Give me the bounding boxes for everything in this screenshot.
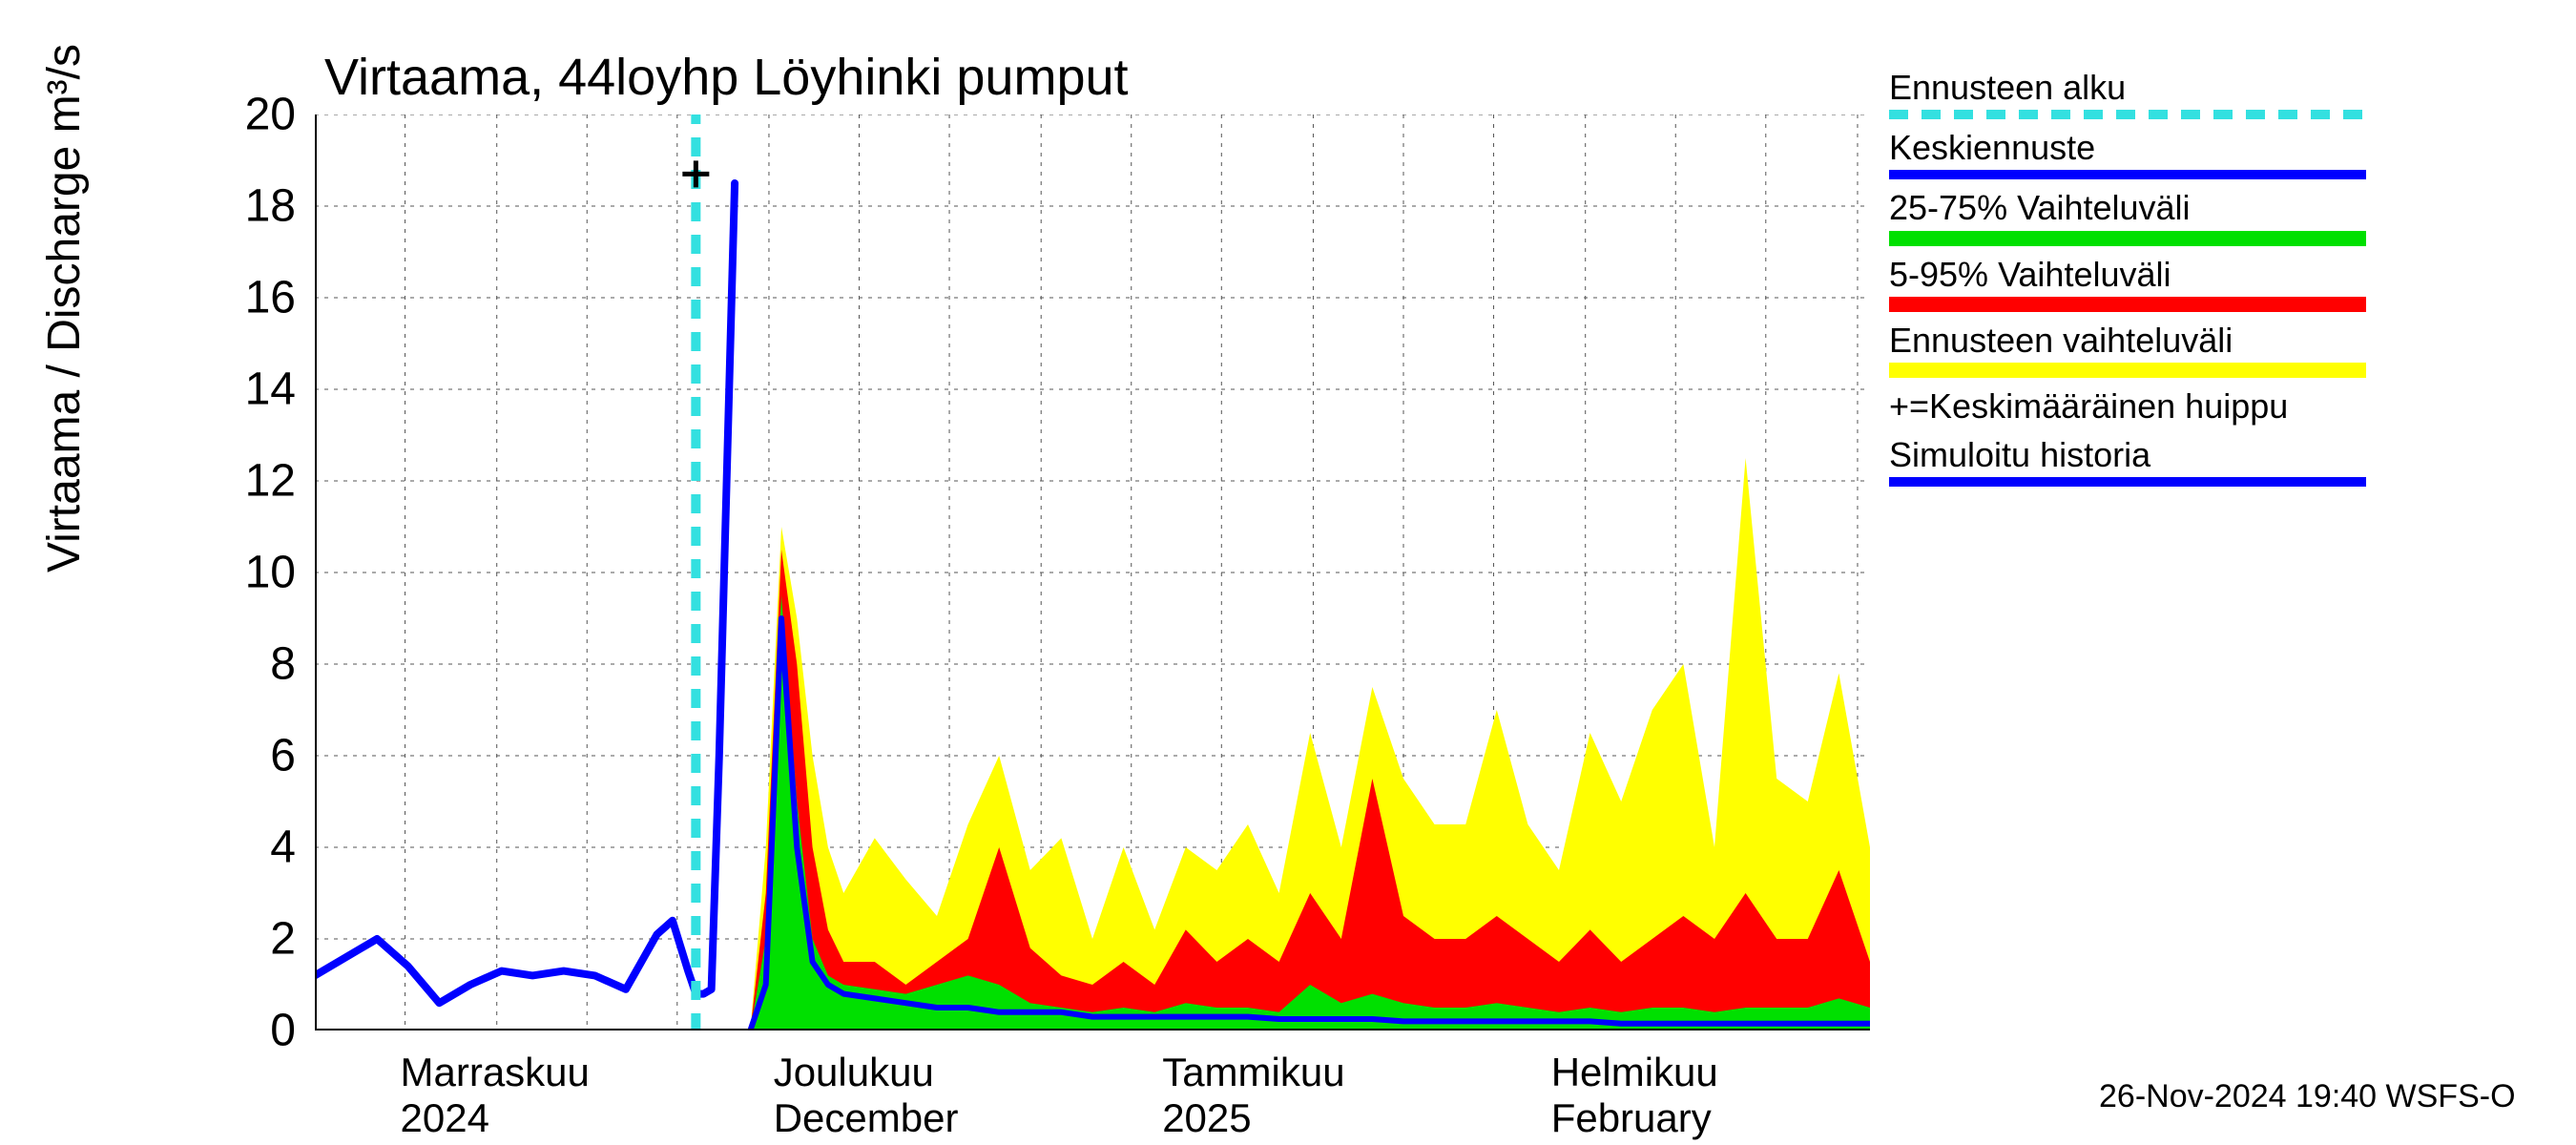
legend-entry: 25-75% Vaihteluväli [1889, 187, 2385, 245]
legend-swatch [1889, 297, 2366, 312]
legend-swatch [1889, 231, 2366, 246]
legend-label: 5-95% Vaihteluväli [1889, 254, 2385, 295]
y-axis-label: Virtaama / Discharge m³/s [38, 44, 91, 572]
x-tick-label: Joulukuu [774, 1050, 934, 1095]
x-tick-sublabel: December [774, 1095, 959, 1141]
legend-entry: Ennusteen vaihteluväli [1889, 320, 2385, 378]
legend: Ennusteen alku Keskiennuste 25-75% Vaihtel… [1889, 67, 2385, 494]
y-tick-label: 20 [245, 89, 296, 141]
x-tick-label: Tammikuu [1162, 1050, 1344, 1095]
y-tick-label: 18 [245, 180, 296, 233]
legend-label: Simuloitu historia [1889, 434, 2385, 475]
legend-label: Keskiennuste [1889, 127, 2385, 168]
legend-entry: Simuloitu historia [1889, 434, 2385, 487]
y-tick-label: 6 [270, 730, 296, 782]
y-tick-label: 8 [270, 638, 296, 691]
plot-area [315, 114, 1870, 1030]
legend-entry: Keskiennuste [1889, 127, 2385, 179]
y-tick-label: 10 [245, 547, 296, 599]
y-tick-label: 12 [245, 455, 296, 508]
y-tick-label: 0 [270, 1005, 296, 1057]
legend-label: +=Keskimääräinen huippu [1889, 385, 2385, 427]
legend-swatch [1889, 477, 2366, 487]
x-tick-sublabel: 2025 [1162, 1095, 1251, 1141]
legend-entry: 5-95% Vaihteluväli [1889, 254, 2385, 312]
legend-swatch [1889, 110, 2366, 119]
y-tick-label: 16 [245, 272, 296, 324]
y-tick-label: 14 [245, 364, 296, 416]
chart-title: Virtaama, 44loyhp Löyhinki pumput [324, 48, 1129, 107]
legend-label: 25-75% Vaihteluväli [1889, 187, 2385, 228]
y-tick-label: 4 [270, 822, 296, 874]
x-tick-label: Marraskuu [401, 1050, 590, 1095]
legend-entry: Ennusteen alku [1889, 67, 2385, 119]
timestamp-footer: 26-Nov-2024 19:40 WSFS-O [2099, 1078, 2516, 1115]
x-tick-sublabel: February [1551, 1095, 1712, 1141]
legend-label: Ennusteen vaihteluväli [1889, 320, 2385, 361]
legend-label: Ennusteen alku [1889, 67, 2385, 108]
legend-swatch [1889, 170, 2366, 179]
x-tick-sublabel: 2024 [401, 1095, 489, 1141]
y-tick-label: 2 [270, 913, 296, 966]
legend-entry: +=Keskimääräinen huippu [1889, 385, 2385, 427]
legend-swatch [1889, 363, 2366, 378]
x-tick-label: Helmikuu [1551, 1050, 1718, 1095]
chart-container: Virtaama, 44loyhp Löyhinki pumput Virtaa… [0, 0, 2576, 1145]
